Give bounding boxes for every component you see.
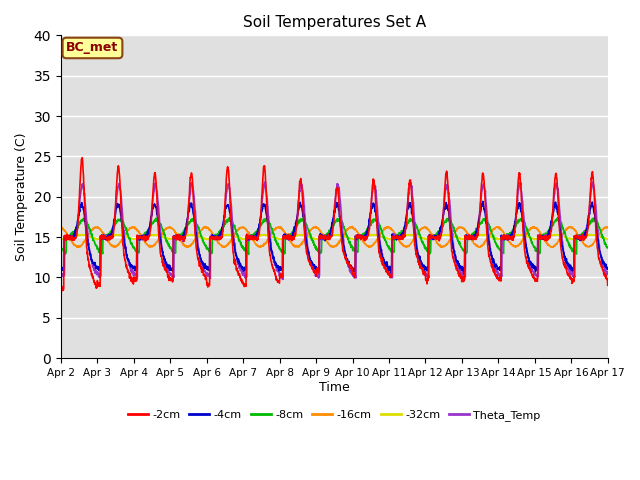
Line: -8cm: -8cm: [61, 218, 608, 254]
Text: BC_met: BC_met: [67, 41, 118, 54]
-4cm: [57, 266, 65, 272]
-8cm: [604, 244, 612, 250]
-32cm: [493, 235, 501, 241]
-16cm: [362, 242, 370, 248]
-2cm: [57, 283, 65, 289]
Theta_Temp: [362, 231, 370, 237]
Theta_Temp: [556, 206, 563, 212]
-8cm: [209, 233, 217, 239]
Line: -16cm: -16cm: [61, 227, 608, 248]
-2cm: [351, 275, 358, 280]
-16cm: [493, 225, 501, 230]
-8cm: [350, 248, 358, 253]
Title: Soil Temperatures Set A: Soil Temperatures Set A: [243, 15, 426, 30]
Theta_Temp: [571, 274, 579, 280]
-8cm: [244, 252, 252, 257]
-2cm: [362, 234, 370, 240]
Line: -4cm: -4cm: [61, 202, 608, 274]
-16cm: [351, 226, 358, 231]
-16cm: [604, 225, 612, 230]
-32cm: [426, 237, 433, 242]
-16cm: [73, 245, 81, 251]
-16cm: [57, 225, 65, 230]
-2cm: [604, 282, 612, 288]
Y-axis label: Soil Temperature (C): Soil Temperature (C): [15, 132, 28, 261]
-8cm: [57, 244, 65, 250]
-2cm: [58, 288, 66, 294]
-4cm: [571, 236, 579, 241]
-4cm: [604, 265, 612, 271]
-4cm: [460, 271, 468, 276]
-4cm: [493, 266, 501, 272]
-8cm: [554, 215, 562, 221]
-8cm: [493, 244, 501, 250]
Theta_Temp: [493, 269, 501, 275]
-8cm: [362, 229, 370, 235]
-8cm: [556, 217, 564, 223]
-4cm: [479, 199, 486, 204]
Theta_Temp: [604, 271, 612, 276]
-32cm: [209, 236, 217, 241]
-32cm: [362, 233, 370, 239]
-4cm: [350, 268, 358, 274]
Line: -2cm: -2cm: [61, 157, 608, 291]
-32cm: [350, 236, 358, 241]
-32cm: [556, 233, 563, 239]
-2cm: [78, 155, 86, 160]
Theta_Temp: [209, 235, 217, 241]
-4cm: [362, 232, 370, 238]
-2cm: [210, 236, 218, 242]
Line: Theta_Temp: Theta_Temp: [61, 182, 608, 279]
-8cm: [571, 250, 579, 255]
-32cm: [604, 236, 612, 242]
-4cm: [209, 235, 217, 241]
-2cm: [571, 233, 579, 239]
Legend: -2cm, -4cm, -8cm, -16cm, -32cm, Theta_Temp: -2cm, -4cm, -8cm, -16cm, -32cm, Theta_Te…: [124, 406, 545, 425]
Theta_Temp: [278, 276, 286, 282]
-2cm: [493, 276, 501, 281]
-2cm: [556, 230, 564, 236]
-16cm: [349, 224, 356, 229]
Theta_Temp: [589, 179, 597, 185]
-32cm: [586, 231, 593, 237]
X-axis label: Time: Time: [319, 381, 349, 394]
Theta_Temp: [57, 273, 65, 278]
-32cm: [571, 236, 579, 242]
Theta_Temp: [350, 272, 358, 278]
-16cm: [571, 228, 579, 234]
-16cm: [210, 232, 218, 238]
-32cm: [57, 236, 65, 242]
-4cm: [556, 225, 564, 231]
Line: -32cm: -32cm: [61, 234, 608, 240]
-16cm: [556, 236, 564, 241]
